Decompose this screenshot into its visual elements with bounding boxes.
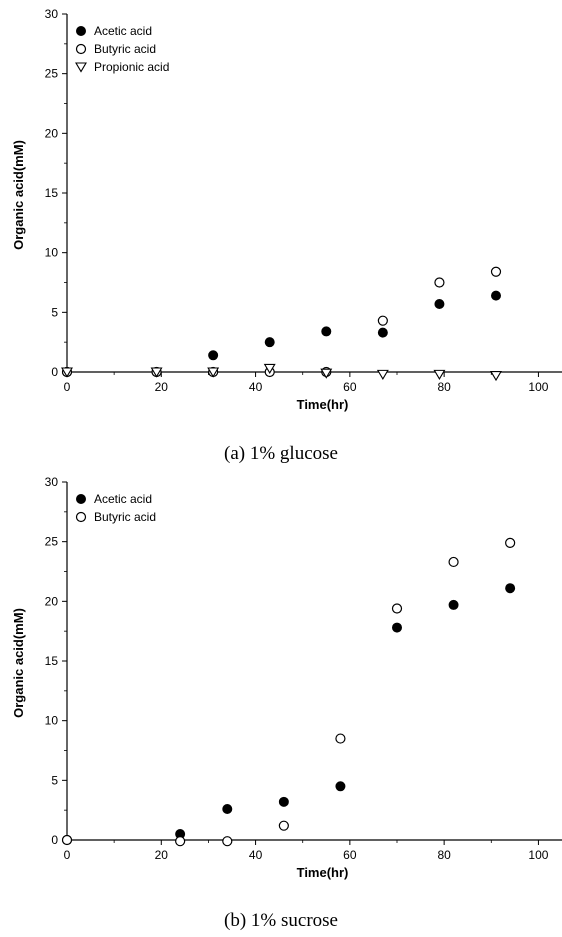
chart-b-point-acetic-acid <box>278 796 289 807</box>
chart-b-point-butyric-acid <box>175 836 186 847</box>
chart-b-point-acetic-acid <box>448 599 459 610</box>
chart-a-y-tick-label: 5 <box>51 305 58 319</box>
chart-b-y-axis-title: Organic acid(mM) <box>11 608 26 718</box>
chart-b-y-tick-label: 5 <box>51 773 58 787</box>
chart-b-point-butyric-acid <box>335 733 346 744</box>
chart-a-legend-marker-2 <box>75 62 87 73</box>
chart-b-point-butyric-acid <box>505 537 516 548</box>
chart-b-caption: (b) 1% sucrose <box>224 910 338 931</box>
chart-b-point-butyric-acid <box>448 556 459 568</box>
chart-b-point-acetic-acid <box>335 781 346 792</box>
chart-a-caption: (a) 1% glucose <box>224 443 338 464</box>
chart-a-legend-marker-1 <box>75 43 87 55</box>
chart-b-legend-marker-1 <box>75 511 87 523</box>
chart-b-y-tick-label: 0 <box>51 833 58 847</box>
chart-b-y-tick-label: 30 <box>45 475 59 489</box>
chart-a-point-acetic-acid <box>491 290 501 301</box>
chart-b-point-butyric-acid <box>61 834 73 846</box>
chart-b-x-tick-label: 0 <box>64 848 71 862</box>
chart-b-x-tick-label: 60 <box>343 848 357 862</box>
chart-a-point-acetic-acid <box>377 327 388 338</box>
chart-b-x-axis-title: Time(hr) <box>297 865 349 880</box>
chart-panel-a: 0 5 10 15 20 25 30 0 20 40 60 80 100 Time(hr) Organic … <box>0 0 562 468</box>
chart-b-svg: 0 5 10 15 20 25 30 0 20 40 60 80 100 Time(hr) Organic … <box>11 475 562 880</box>
chart-a-point-propionic-acid <box>376 369 389 380</box>
chart-b-legend-label-1: Butyric acid <box>94 510 156 524</box>
chart-a-x-tick-label: 0 <box>64 380 71 394</box>
chart-a-point-acetic-acid <box>264 337 275 348</box>
chart-a-x-tick-label: 40 <box>249 380 263 394</box>
chart-b-y-tick-label: 15 <box>45 654 59 668</box>
chart-a-y-tick-label: 20 <box>45 126 59 140</box>
chart-a-x-tick-label: 100 <box>528 380 548 394</box>
chart-a-point-propionic-acid <box>207 367 220 378</box>
chart-a-point-propionic-acid <box>150 367 163 378</box>
chart-a-legend-label-1: Butyric acid <box>94 42 156 56</box>
chart-a-y-tick-label: 30 <box>45 7 59 21</box>
chart-b-x-tick-label: 100 <box>528 848 548 862</box>
chart-a-svg: 0 5 10 15 20 25 30 0 20 40 60 80 100 Time(hr) Organic … <box>11 7 562 412</box>
chart-a-point-propionic-acid <box>320 368 333 379</box>
chart-b-point-butyric-acid <box>222 836 233 847</box>
chart-a-point-propionic-acid <box>263 363 276 375</box>
chart-a-y-tick-label: 15 <box>45 186 59 200</box>
chart-a-point-propionic-acid <box>61 367 73 378</box>
chart-a-point-acetic-acid <box>321 326 332 337</box>
chart-b-x-tick-label: 80 <box>437 848 451 862</box>
chart-b-point-acetic-acid <box>392 622 402 633</box>
chart-b-x-tick-label: 40 <box>249 848 263 862</box>
chart-a-point-butyric-acid <box>377 315 388 326</box>
chart-b-point-acetic-acid <box>222 803 233 814</box>
chart-b-y-tick-label: 25 <box>45 535 59 549</box>
chart-a-y-axis-title: Organic acid(mM) <box>11 140 26 250</box>
chart-b-legend-marker-0 <box>76 494 86 504</box>
chart-b-point-butyric-acid <box>278 820 289 831</box>
chart-a-legend-marker-0 <box>76 26 86 36</box>
chart-a-point-propionic-acid <box>490 371 502 382</box>
chart-a-x-tick-label: 60 <box>343 380 357 394</box>
chart-b-point-butyric-acid <box>391 603 403 614</box>
chart-panel-b: 0 5 10 15 20 25 30 0 20 40 60 80 100 Time(hr) Organic … <box>0 468 562 937</box>
chart-a-x-tick-label: 20 <box>155 380 169 394</box>
chart-a-point-butyric-acid <box>434 277 445 288</box>
chart-a-point-acetic-acid <box>208 350 219 361</box>
chart-a-legend-label-0: Acetic acid <box>94 24 152 38</box>
chart-b-y-tick-label: 10 <box>45 714 59 728</box>
chart-b-y-tick-label: 20 <box>45 594 59 608</box>
chart-b-x-tick-label: 20 <box>155 848 169 862</box>
chart-a-point-acetic-acid <box>434 298 445 309</box>
chart-a-y-tick-label: 0 <box>51 365 58 379</box>
chart-b-legend-label-0: Acetic acid <box>94 492 152 506</box>
chart-a-x-tick-label: 80 <box>437 380 451 394</box>
chart-a-point-propionic-acid <box>433 369 446 380</box>
chart-b-point-acetic-acid <box>505 583 516 594</box>
chart-a-y-tick-label: 25 <box>45 67 59 81</box>
chart-a-y-tick-label: 10 <box>45 246 59 260</box>
chart-a-point-butyric-acid <box>490 266 502 277</box>
chart-a-x-axis-title: Time(hr) <box>297 397 349 412</box>
chart-a-legend-label-2: Propionic acid <box>94 60 169 74</box>
